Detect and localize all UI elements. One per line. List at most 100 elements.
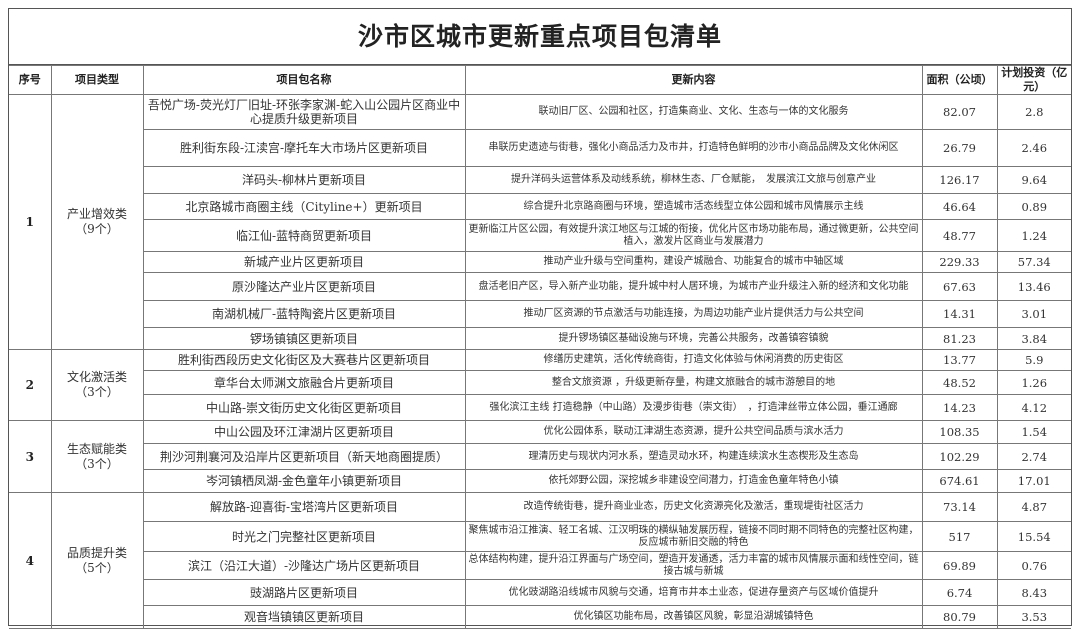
project-invest: 0.76	[996, 551, 1071, 580]
project-content: 更新临江片区公园，有效提升滨江地区与江城的衔接，优化片区市场功能布局，通过微更新…	[464, 219, 923, 252]
project-content: 推动厂区资源的节点激活与功能连接，为周边功能产业片提供活力与公共空间	[464, 300, 923, 328]
project-area: 48.52	[921, 370, 998, 395]
page-title: 沙市区城市更新重点项目包清单	[9, 9, 1071, 65]
group-type: 产业增效类 （9个）	[50, 94, 144, 350]
project-name: 豉湖路片区更新项目	[143, 579, 466, 606]
project-area: 48.77	[921, 219, 998, 252]
table-row: 4 品质提升类 （5个） 解放路-迎喜街-宝塔湾片区更新项目 改造传统街巷，提升商业业态…	[9, 492, 1071, 629]
project-area: 67.63	[921, 272, 998, 301]
table-row: 豉湖路片区更新项目 优化豉湖路沿线城市风貌与交通，培育市井本土业态，促进存量资产与…	[9, 579, 1071, 606]
project-area: 108.35	[921, 420, 998, 444]
project-invest: 2.74	[996, 443, 1071, 470]
project-content: 优化豉湖路沿线城市风貌与交通，培育市井本土业态，促进存量资产与区域价值提升	[464, 579, 923, 606]
table-row: 时光之门完整社区更新项目 聚焦城市沿江推演、轻工名城、江汉明珠的横纵轴发展历程，链…	[9, 521, 1071, 552]
table-row: 洋码头-柳林片更新项目 提升洋码头运营体系及动线系统，柳林生态、厂仓赋能， 发展滨…	[9, 166, 1071, 194]
project-content: 修缮历史建筑，活化传统商街，打造文化体验与休闲消费的历史街区	[464, 349, 923, 371]
project-content: 整合文旅资源 ，升级更新存量，构建文旅融合的城市游憩目的地	[464, 370, 923, 395]
project-invest: 3.01	[996, 300, 1071, 328]
project-invest: 15.54	[996, 521, 1071, 552]
project-invest: 57.34	[996, 251, 1071, 273]
project-name: 荆沙河荆襄河及沿岸片区更新项目（新天地商圈提质）	[143, 443, 466, 470]
project-area: 674.61	[921, 469, 998, 493]
project-content: 总体结构构建，提升沿江界面与广场空间，塑造开发通透，活力丰富的城市风情展示面和线…	[464, 551, 923, 580]
project-name: 岑河镇栖凤湖-金色童年小镇更新项目	[143, 469, 466, 493]
project-invest: 1.26	[996, 370, 1071, 395]
project-name: 中山路-崇文街历史文化街区更新项目	[143, 394, 466, 421]
project-content: 盘活老旧产区，导入新产业功能，提升城中村人居环境，为城市产业升级注入新的经济和文…	[464, 272, 923, 301]
project-name: 南湖机械厂-蓝特陶瓷片区更新项目	[143, 300, 466, 328]
project-content: 改造传统街巷，提升商业业态，历史文化资源亮化及激活，重现堤街社区活力	[464, 492, 923, 522]
project-area: 81.23	[921, 327, 998, 350]
project-area: 82.07	[921, 94, 998, 130]
table-row: 观音垱镇镇区更新项目 优化镇区功能布局，改善镇区风貌，彰显沿湖城镇特色 80.79 3…	[9, 605, 1071, 629]
group-type: 品质提升类 （5个）	[50, 492, 144, 629]
table-row: 章华台太师渊文旅融合片更新项目 整合文旅资源 ，升级更新存量，构建文旅融合的城市游…	[9, 370, 1071, 395]
project-area: 46.64	[921, 193, 998, 220]
group-type: 生态赋能类 （3个）	[50, 420, 144, 493]
group-index: 2	[9, 349, 52, 421]
project-name: 北京路城市商圈主线（Cityline+）更新项目	[143, 193, 466, 220]
project-name: 时光之门完整社区更新项目	[143, 521, 466, 552]
table-row: 岑河镇栖凤湖-金色童年小镇更新项目 依托郊野公园，深挖城乡非建设空间潜力，打造金色…	[9, 469, 1071, 493]
project-content: 综合提升北京路商圈与环境，塑造城市活态线型立体公园和城市风情展示主线	[464, 193, 923, 220]
table-row: 原沙隆达产业片区更新项目 盘活老旧产区，导入新产业功能，提升城中村人居环境，为城市…	[9, 272, 1071, 301]
project-name: 原沙隆达产业片区更新项目	[143, 272, 466, 301]
table-row: 荆沙河荆襄河及沿岸片区更新项目（新天地商圈提质） 理清历史与现状内河水系，塑造灵动…	[9, 443, 1071, 470]
project-invest: 5.9	[996, 349, 1071, 371]
project-area: 229.33	[921, 251, 998, 273]
project-invest: 4.87	[996, 492, 1071, 522]
project-area: 73.14	[921, 492, 998, 522]
project-invest: 4.12	[996, 394, 1071, 421]
table-row: 滨江（沿江大道）-沙隆达广场片区更新项目 总体结构构建，提升沿江界面与广场空间，塑…	[9, 551, 1071, 580]
table-row: 锣场镇镇区更新项目 提升锣场镇区基础设施与环境，完善公共服务，改善镇容镇貌 81.2…	[9, 327, 1071, 350]
document-frame: 沙市区城市更新重点项目包清单 序号 项目类型 项目包名称 更新内容 面积（公顷）…	[8, 8, 1072, 629]
project-area: 14.23	[921, 394, 998, 421]
project-name: 章华台太师渊文旅融合片更新项目	[143, 370, 466, 395]
project-invest: 0.89	[996, 193, 1071, 220]
group-type-label: 生态赋能类	[66, 441, 127, 456]
project-invest: 2.8	[996, 94, 1071, 130]
project-name: 中山公园及环江津湖片区更新项目	[142, 420, 466, 444]
group-type-label: 文化激活类	[66, 370, 127, 384]
project-invest: 9.64	[996, 166, 1071, 194]
table-row: 3 生态赋能类 （3个） 中山公园及环江津湖片区更新项目 优化公园体系，联动江津湖生态资…	[9, 420, 1071, 493]
group-count: （9个）	[75, 222, 119, 236]
group-count: （3个）	[75, 385, 119, 399]
header-invest: 计划投资（亿元）	[996, 65, 1071, 95]
project-name: 胜利街西段历史文化街区及大赛巷片区更新项目	[142, 349, 466, 371]
project-name: 解放路-迎喜街-宝塔湾片区更新项目	[142, 492, 466, 522]
group-index: 1	[9, 94, 52, 350]
project-name: 观音垱镇镇区更新项目	[143, 605, 466, 629]
table-row: 1 产业增效类 （9个） 吾悦广场-荧光灯厂旧址-环张李家渊-蛇入山公园片区商业中心提…	[9, 94, 1071, 350]
header-type: 项目类型	[50, 65, 144, 95]
project-content: 依托郊野公园，深挖城乡非建设空间潜力，打造金色童年特色小镇	[464, 469, 923, 493]
project-invest: 3.84	[996, 327, 1071, 350]
project-name: 锣场镇镇区更新项目	[143, 327, 466, 350]
project-invest: 8.43	[996, 579, 1071, 606]
project-area: 126.17	[921, 166, 998, 194]
project-invest: 13.46	[996, 272, 1071, 301]
project-content: 提升洋码头运营体系及动线系统，柳林生态、厂仓赋能， 发展滨江文旅与创意产业	[464, 166, 923, 194]
table-row: 中山路-崇文街历史文化街区更新项目 强化滨江主线 打造稳静（中山路）及漫步街巷（崇…	[9, 394, 1071, 421]
project-invest: 2.46	[996, 129, 1071, 167]
project-content: 强化滨江主线 打造稳静（中山路）及漫步街巷（崇文街） ，打造津丝带立体公园，垂江…	[464, 394, 923, 421]
project-invest: 3.53	[996, 605, 1071, 629]
project-area: 13.77	[921, 349, 998, 371]
project-area: 517	[921, 521, 998, 552]
project-area: 80.79	[921, 605, 998, 629]
project-content: 提升锣场镇区基础设施与环境，完善公共服务，改善镇容镇貌	[464, 327, 923, 350]
group-count: （3个）	[75, 456, 119, 471]
table-row: 胜利街东段-江渎宫-摩托车大市场片区更新项目 串联历史遗迹与街巷，强化小商品活力及…	[9, 129, 1071, 167]
group-index: 4	[9, 492, 52, 629]
project-content: 串联历史遗迹与街巷，强化小商品活力及市井，打造特色鲜明的沙市小商品品牌及文化休闲…	[464, 129, 923, 167]
table-row: 南湖机械厂-蓝特陶瓷片区更新项目 推动厂区资源的节点激活与功能连接，为周边功能产业…	[9, 300, 1071, 328]
project-content: 优化镇区功能布局，改善镇区风貌，彰显沿湖城镇特色	[464, 605, 923, 629]
group-type-label: 产业增效类	[66, 207, 127, 221]
project-name: 滨江（沿江大道）-沙隆达广场片区更新项目	[143, 551, 466, 580]
group-index: 3	[9, 420, 52, 493]
group-type-label: 品质提升类	[66, 545, 127, 560]
table-row: 2 文化激活类 （3个） 胜利街西段历史文化街区及大赛巷片区更新项目 修缮历史建筑，活化…	[9, 349, 1071, 421]
project-area: 69.89	[921, 551, 998, 580]
project-name: 临江仙-蓝特商贸更新项目	[143, 219, 466, 252]
table-row: 新城产业片区更新项目 推动产业升级与空间重构，建设产城融合、功能复合的城市中轴区域…	[9, 251, 1071, 273]
